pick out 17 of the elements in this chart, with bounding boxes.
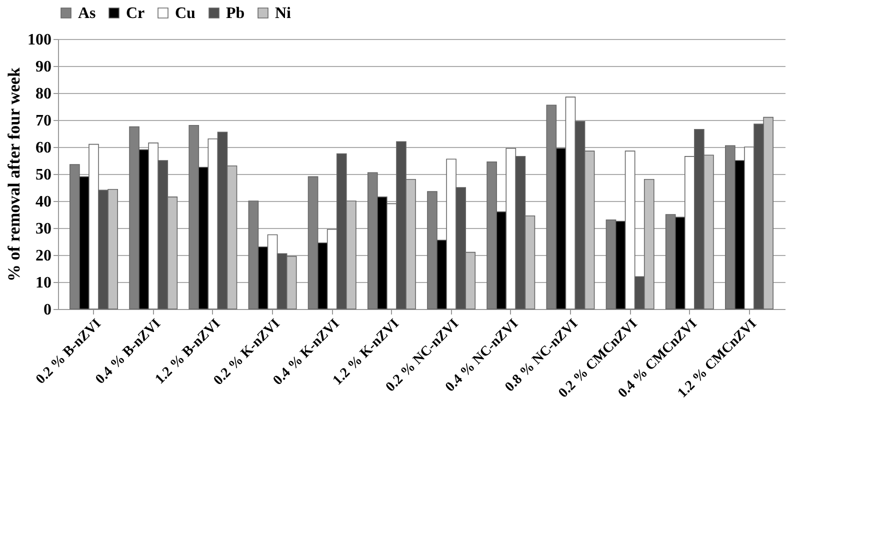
- legend-label: Cu: [175, 5, 196, 22]
- y-tick-label: 100: [28, 32, 52, 48]
- y-tick-label: 80: [36, 86, 52, 102]
- y-tick-label: 10: [36, 274, 52, 292]
- y-tick-label: 60: [36, 140, 52, 156]
- y-tick-label: 0: [44, 302, 52, 318]
- y-tick-label: 70: [36, 112, 52, 130]
- y-tick-label: 90: [36, 58, 52, 76]
- y-tick-label: 50: [36, 166, 52, 184]
- y-tick-label: 30: [36, 220, 52, 238]
- legend-label: Cr: [126, 5, 145, 22]
- y-axis-title: % of removal after four week: [4, 67, 24, 282]
- legend-label: Ni: [275, 5, 292, 22]
- y-tick-label: 40: [36, 194, 52, 210]
- legend-label: Pb: [226, 5, 245, 22]
- legend-label: As: [78, 5, 96, 22]
- y-tick-label: 20: [36, 248, 52, 264]
